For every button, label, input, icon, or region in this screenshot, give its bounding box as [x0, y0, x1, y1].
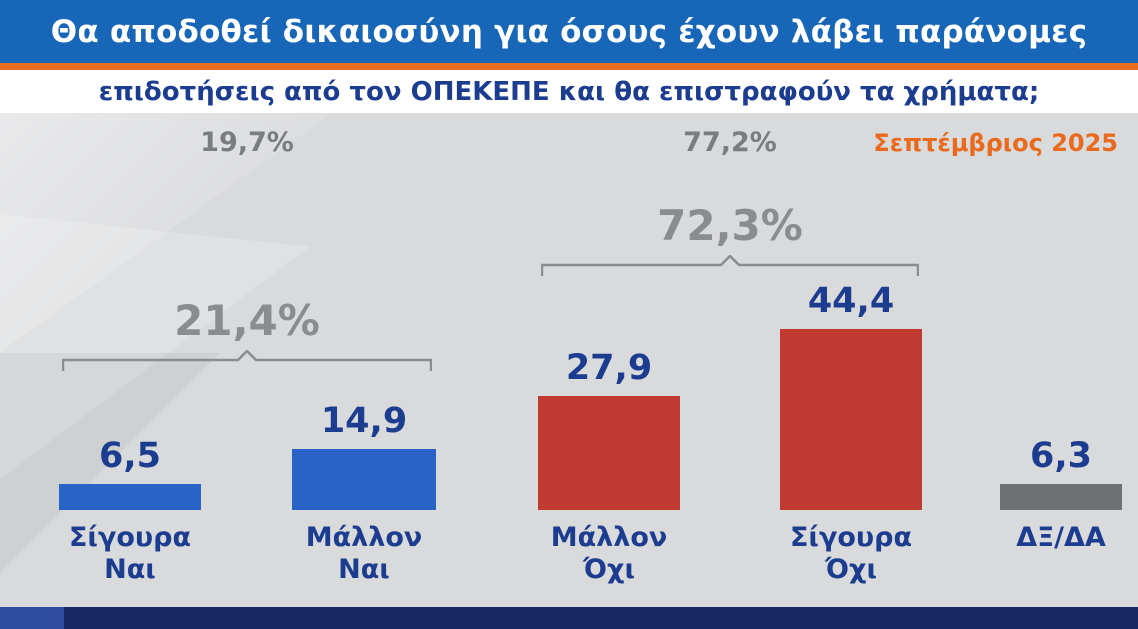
bottom-bar	[0, 607, 1138, 629]
group-total-label: 72,3%	[657, 201, 803, 250]
bar-value: 44,4	[807, 281, 895, 321]
bar-value: 27,9	[565, 348, 653, 388]
bar-category-label: ΔΞ/ΔΑ	[1016, 522, 1106, 553]
bar	[292, 449, 436, 510]
group-total-label: 21,4%	[174, 296, 320, 345]
question-line-2: επιδοτήσεις από τον ΟΠΕΚΕΠΕ και θα επιστ…	[98, 76, 1040, 107]
bar	[780, 329, 922, 510]
bar-category-label: Μάλλον Όχι	[550, 522, 668, 585]
group-bracket	[541, 255, 919, 276]
bar-category-label: Σίγουρα Ναι	[68, 522, 191, 585]
previous-value-left: 19,7%	[200, 127, 294, 158]
previous-value-right: 77,2%	[683, 127, 777, 158]
question-line-1: Θα αποδοθεί δικαιοσύνη για όσους έχουν λ…	[50, 13, 1088, 50]
date-label: Σεπτέμβριος 2025	[873, 129, 1118, 157]
bar	[59, 484, 201, 510]
bar-value: 14,9	[320, 401, 408, 441]
chart-area: 19,7% 77,2% Σεπτέμβριος 2025 6,5 Σίγουρα Ν…	[0, 113, 1138, 607]
bottom-accent	[0, 607, 64, 629]
bar	[1000, 484, 1122, 510]
group-bracket	[62, 350, 432, 371]
question-subtitle-bar: επιδοτήσεις από τον ΟΠΕΚΕΠΕ και θα επιστ…	[0, 70, 1138, 113]
bar-category-label: Μάλλον Ναι	[305, 522, 423, 585]
plot-area: 6,5 Σίγουρα Ναι 14,9 Μάλλον Ναι 27,9 Μάλλον Όχι 4…	[0, 113, 1138, 607]
bar-value: 6,3	[1029, 436, 1092, 476]
question-title-bar: Θα αποδοθεί δικαιοσύνη για όσους έχουν λ…	[0, 0, 1138, 63]
orange-divider	[0, 63, 1138, 70]
bar-value: 6,5	[98, 436, 161, 476]
bar-category-label: Σίγουρα Όχι	[789, 522, 912, 585]
bar	[538, 396, 680, 510]
